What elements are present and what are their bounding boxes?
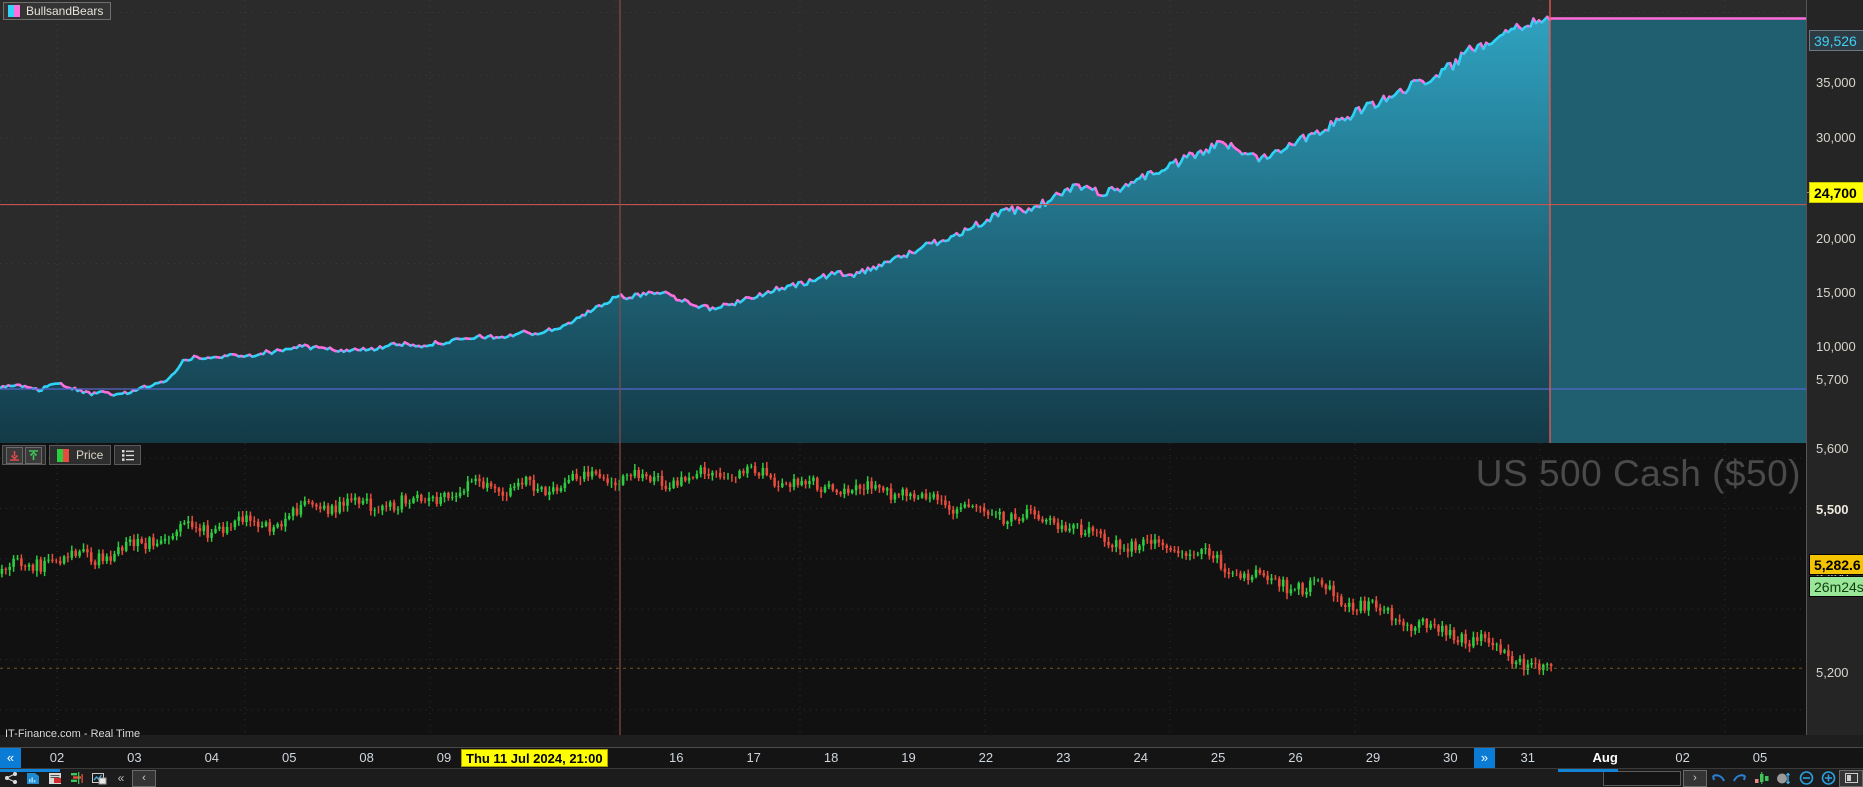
axis-tick: 20,000 <box>1816 231 1856 246</box>
back-arrow-icon[interactable]: ‹ <box>132 769 156 787</box>
redo-icon[interactable] <box>1729 770 1751 787</box>
series-list-button[interactable] <box>114 445 142 465</box>
date-axis-label: 26 <box>1288 750 1303 765</box>
scroll-left-button[interactable]: « <box>0 748 21 768</box>
indicator-pane[interactable] <box>0 0 1806 443</box>
instrument-watermark: US 500 Cash ($50) <box>1475 453 1801 494</box>
date-axis-label: 31 <box>1520 750 1535 765</box>
axis-tick: 15,000 <box>1816 285 1856 300</box>
indicator-color-swatch <box>8 5 20 17</box>
axis-tick: 10,000 <box>1816 339 1856 354</box>
pane-move-buttons[interactable] <box>2 445 46 465</box>
share-icon[interactable] <box>0 770 22 787</box>
date-axis-label: 30 <box>1443 750 1458 765</box>
date-axis-label: 03 <box>127 750 142 765</box>
date-axis-label: 29 <box>1365 750 1381 765</box>
forward-arrow-icon[interactable]: › <box>1683 769 1707 787</box>
date-axis-label: 05 <box>1752 750 1768 765</box>
bottom-toolbar[interactable]: « ‹ › <box>0 768 1863 787</box>
series-label: Price <box>76 448 104 462</box>
magnet-icon[interactable] <box>1773 770 1795 787</box>
document-icon[interactable] <box>22 770 44 787</box>
list-icon[interactable] <box>119 447 136 464</box>
date-axis-label: 17 <box>746 750 761 765</box>
active-tab-indicator <box>0 769 60 772</box>
bar-countdown-badge: 26m24s <box>1809 576 1863 597</box>
candlestick-icon <box>54 447 71 464</box>
date-axis-label: 04 <box>204 750 220 765</box>
undo-icon[interactable] <box>1707 770 1729 787</box>
zoom-in-icon[interactable] <box>1817 770 1839 787</box>
date-axis-label: 24 <box>1133 750 1148 765</box>
data-provider-label: IT-Finance.com - Real Time <box>5 728 141 740</box>
price-pane[interactable] <box>0 443 1806 735</box>
date-axis[interactable]: « » 020304050809101516171819222324252629… <box>0 747 1863 768</box>
date-axis-label: Aug <box>1592 750 1618 765</box>
indicator-name: BullsandBears <box>26 4 104 18</box>
axis-tick-current: 5,500 <box>1816 502 1849 517</box>
indicator-icon[interactable] <box>66 770 88 787</box>
date-axis-label: 02 <box>1675 750 1690 765</box>
indicator-title-box[interactable]: BullsandBears <box>3 2 112 20</box>
news-flag-icon[interactable] <box>44 770 66 787</box>
date-axis-label: 22 <box>978 750 994 765</box>
price-axis[interactable]: 35,000 30,000 20,000 15,000 10,000 5,700… <box>1806 0 1863 735</box>
date-axis-label: 08 <box>359 750 374 765</box>
zoom-out-icon[interactable] <box>1795 770 1817 787</box>
panel-layout-icon[interactable] <box>1839 769 1863 787</box>
series-selector[interactable]: Price <box>49 445 112 465</box>
date-axis-label: 18 <box>823 750 839 765</box>
axis-tick: 5,700 <box>1816 372 1849 387</box>
price-chart-canvas <box>0 443 1806 735</box>
date-axis-label: 09 <box>436 750 452 765</box>
crosshair-date-tooltip: Thu 11 Jul 2024, 21:00 <box>461 749 608 767</box>
level-line-badge[interactable]: 24,700 <box>1809 182 1863 203</box>
date-axis-label: 02 <box>49 750 65 765</box>
last-value-badge[interactable]: 39,526 <box>1809 30 1863 51</box>
chart-window-icon[interactable] <box>88 770 110 787</box>
date-axis-label: 23 <box>1056 750 1071 765</box>
date-axis-label: 19 <box>901 750 916 765</box>
date-axis-label: 25 <box>1210 750 1226 765</box>
input-field-left[interactable] <box>1603 770 1681 786</box>
date-axis-label: 16 <box>669 750 684 765</box>
axis-tick: 35,000 <box>1816 75 1856 90</box>
collapse-left-icon[interactable]: « <box>117 771 125 785</box>
arrow-up-icon[interactable] <box>25 446 42 464</box>
scroll-right-button[interactable]: » <box>1474 748 1495 768</box>
current-price-badge[interactable]: 5,282.6 <box>1809 554 1863 575</box>
candlestick-type-icon[interactable] <box>1751 770 1773 787</box>
axis-tick: 30,000 <box>1816 130 1856 145</box>
arrow-down-icon[interactable] <box>6 446 23 464</box>
price-pane-toolbar[interactable]: Price <box>2 445 144 465</box>
active-tool-indicator <box>1558 769 1618 772</box>
date-axis-label: 05 <box>281 750 297 765</box>
indicator-chart-canvas <box>0 0 1806 443</box>
axis-tick: 5,200 <box>1816 665 1849 680</box>
axis-tick: 5,600 <box>1816 441 1849 456</box>
